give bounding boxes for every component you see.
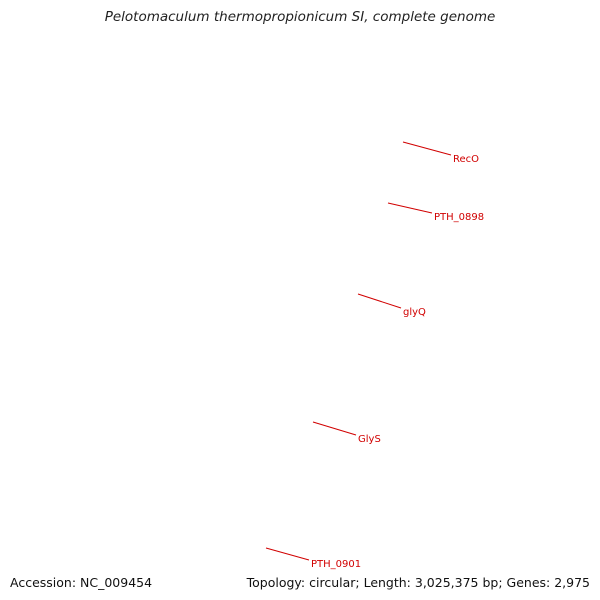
- accession-text: Accession: NC_009454: [10, 575, 153, 590]
- gene-label-callout: [387, 202, 433, 214]
- gene-label-callout: [357, 293, 402, 309]
- gene-label: PTH_0901: [311, 559, 361, 570]
- gene-label-callout: [402, 141, 452, 156]
- map-title: Pelotomaculum thermopropionicum SI, comp…: [104, 9, 496, 25]
- gene-label-callout: [312, 421, 357, 436]
- gene-label: GlyS: [358, 434, 381, 445]
- gene-label: glyQ: [403, 307, 426, 318]
- gene-label: RecO: [453, 154, 479, 165]
- gene-label-callout: [265, 547, 310, 561]
- gene-label: PTH_0898: [434, 212, 484, 223]
- genome-summary-text: Topology: circular; Length: 3,025,375 bp…: [246, 575, 590, 590]
